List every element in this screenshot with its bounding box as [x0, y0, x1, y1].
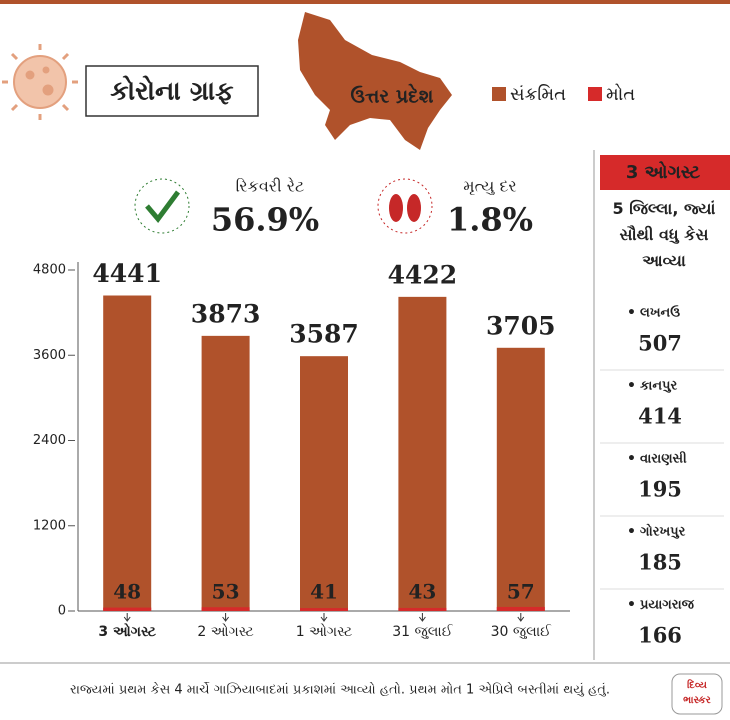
bar-chart: 0 1200 2400 3600 4800 4441 48 3 ઓગસ્ટ 3873 53 2 ઓગ…: [33, 259, 570, 640]
x-tick-label: 31 જુલાઈ: [392, 624, 454, 640]
stat-label: રિકવરી રેટ: [236, 176, 305, 195]
title-box: [85, 65, 259, 117]
stat-label: મૃત્યુ દર: [463, 177, 516, 196]
legend: સંક્રમિત મોત: [492, 84, 635, 105]
virus-icon: [2, 44, 78, 120]
top-rule: [0, 0, 730, 4]
bar: [398, 607, 447, 611]
stat-value: 56.9%: [211, 201, 319, 239]
value-label: 3705: [486, 311, 556, 340]
bar: [496, 606, 545, 611]
value-label: 57: [507, 580, 535, 604]
value-label: 48: [113, 580, 141, 604]
feet-icon-ring: [377, 178, 433, 234]
bar: [300, 608, 348, 611]
title: કોરોના ગ્રાફ: [110, 76, 234, 107]
y-tick-label: 2400: [33, 433, 66, 448]
logo-box: [671, 673, 723, 715]
value-label: 43: [408, 580, 436, 604]
feet-icon: [389, 194, 403, 222]
x-tick-label: 3 ઓગસ્ટ: [98, 622, 157, 640]
legend-label: સંક્રમિત: [510, 84, 566, 105]
x-tick: [320, 613, 328, 622]
y-tick-label: 4800: [33, 263, 66, 278]
legend-swatch: [588, 87, 602, 101]
x-tick: [419, 613, 426, 622]
value-label: 41: [310, 580, 338, 604]
panel-heading-box: 5 જિલ્લા, જ્યાં સૌથી વધુ કેસ આવ્યા: [612, 199, 716, 270]
value-label: 4441: [92, 259, 162, 288]
feet-icon: [407, 194, 421, 222]
district-name: કાનપુર: [640, 379, 677, 394]
panel-date: 3 ઓગસ્ટ: [626, 161, 701, 183]
value-label: 53: [212, 580, 240, 604]
district-name: પ્રયાગરાજ: [640, 598, 695, 613]
district-name: ગોરખપુર: [640, 523, 686, 540]
district-name: વારાણસી: [640, 450, 687, 467]
logo: દિવ્ય ભાસ્કર: [683, 680, 711, 706]
district-cases: 195: [638, 477, 682, 502]
district-name: લખનઉ: [640, 304, 680, 321]
logo-wrap: દિવ્ય ભાસ્કર: [683, 680, 711, 706]
x-tick: [517, 613, 525, 622]
x-tick-label: 30 જુલાઈ: [491, 624, 553, 640]
bar: [300, 356, 348, 611]
district-cases: 185: [638, 550, 682, 575]
district-bullet: •: [627, 597, 636, 613]
panel-header: [600, 155, 730, 190]
district-bullet: •: [627, 305, 636, 321]
check-icon: [145, 190, 181, 224]
district-bullet: •: [627, 451, 636, 467]
y-tick-label: 3600: [33, 348, 66, 363]
map-label: ઉત્તર પ્રદેશ: [351, 84, 434, 108]
value-label: 3873: [191, 299, 261, 328]
bar: [201, 607, 250, 611]
y-tick-label: 0: [58, 604, 66, 619]
value-label: 3587: [289, 320, 359, 349]
district-cases: 166: [638, 623, 682, 648]
x-tick-label: 2 ઓગસ્ટ: [197, 623, 253, 640]
x-tick-label: 1 ઓગસ્ટ: [296, 623, 352, 640]
legend-label: મોત: [606, 84, 635, 105]
bar: [398, 296, 447, 611]
bar: [103, 607, 152, 611]
bar: [496, 347, 545, 611]
footer-text: રાજ્યમાં પ્રથમ કેસ 4 માર્ચે ગાઝિયાબાદમાં…: [70, 681, 610, 697]
bar: [201, 335, 250, 611]
legend-swatch: [492, 87, 506, 101]
check-icon-ring: [134, 178, 190, 234]
map-shape: [298, 12, 452, 150]
x-tick: [222, 613, 229, 622]
district-bullet: •: [627, 524, 636, 540]
district-bullet: •: [627, 378, 636, 394]
y-tick-label: 1200: [33, 518, 66, 533]
panel-heading: 5 જિલ્લા, જ્યાં સૌથી વધુ કેસ આવ્યા: [612, 199, 716, 270]
district-cases: 507: [638, 331, 682, 356]
stat-value: 1.8%: [447, 201, 533, 239]
x-tick: [123, 613, 131, 622]
bar: [103, 295, 152, 611]
value-label: 4422: [388, 260, 458, 289]
district-cases: 414: [638, 404, 682, 429]
